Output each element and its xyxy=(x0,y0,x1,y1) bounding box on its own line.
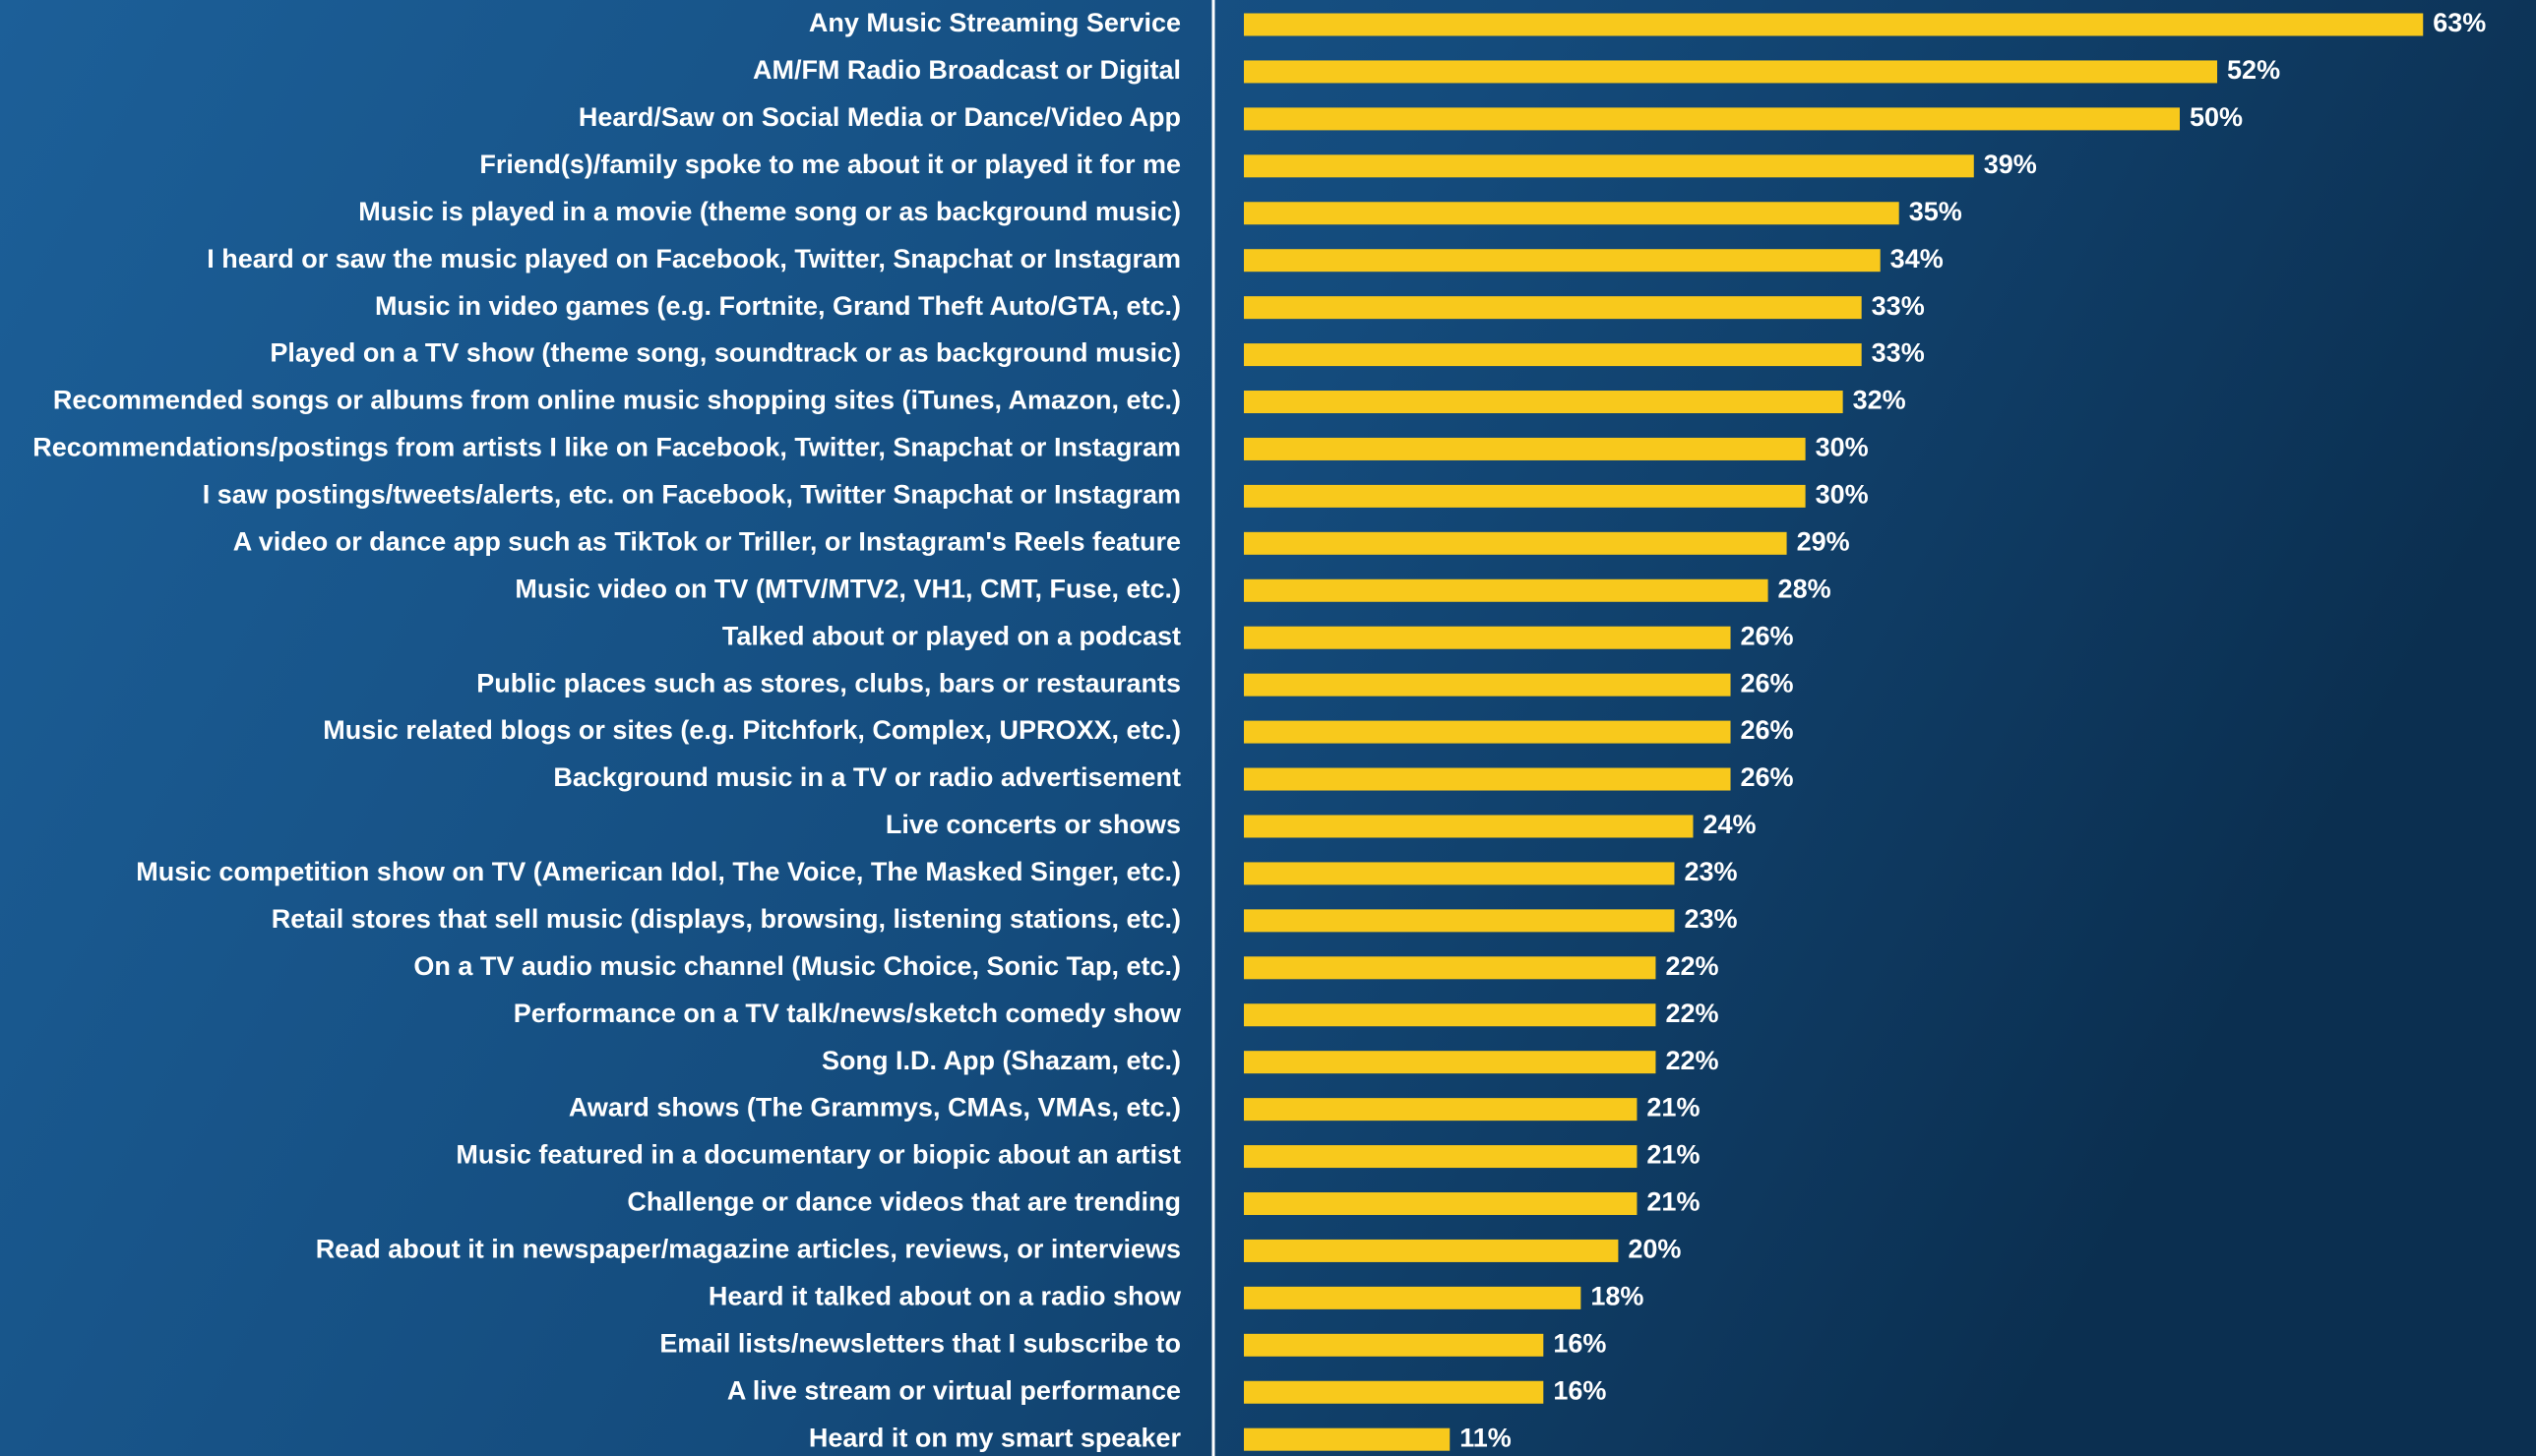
category-label: Email lists/newsletters that I subscribe… xyxy=(659,1328,1181,1358)
value-label: 11% xyxy=(1459,1423,1512,1452)
bar xyxy=(1244,1145,1637,1168)
category-label: I heard or saw the music played on Faceb… xyxy=(207,244,1181,273)
bar xyxy=(1244,1428,1450,1451)
bar xyxy=(1244,768,1731,791)
category-label: Music related blogs or sites (e.g. Pitch… xyxy=(323,715,1181,745)
category-label: Retail stores that sell music (displays,… xyxy=(272,904,1181,934)
bar xyxy=(1244,60,2217,83)
bar xyxy=(1244,815,1693,837)
bar xyxy=(1244,391,1843,413)
category-label: Played on a TV show (theme song, soundtr… xyxy=(270,338,1181,368)
value-label: 26% xyxy=(1741,668,1794,698)
value-label: 20% xyxy=(1628,1235,1681,1264)
category-label: Music video on TV (MTV/MTV2, VH1, CMT, F… xyxy=(515,574,1181,603)
category-label: I saw postings/tweets/alerts, etc. on Fa… xyxy=(203,480,1181,510)
category-label: Music featured in a documentary or biopi… xyxy=(456,1140,1181,1170)
value-label: 26% xyxy=(1741,762,1794,792)
bar xyxy=(1244,296,1862,319)
value-label: 16% xyxy=(1553,1328,1606,1358)
value-label: 39% xyxy=(1984,150,2037,179)
bar xyxy=(1244,1098,1637,1121)
bar xyxy=(1244,343,1862,366)
bar xyxy=(1244,14,2423,36)
value-label: 63% xyxy=(2433,8,2486,37)
bar xyxy=(1244,1287,1580,1309)
category-label: Music is played in a movie (theme song o… xyxy=(358,197,1181,226)
category-label: Song I.D. App (Shazam, etc.) xyxy=(822,1046,1181,1075)
value-label: 22% xyxy=(1665,1046,1718,1075)
bar xyxy=(1244,154,1974,177)
category-label: Recommended songs or albums from online … xyxy=(53,386,1181,415)
bar xyxy=(1244,627,1731,649)
category-label: Recommendations/postings from artists I … xyxy=(32,433,1181,462)
value-label: 32% xyxy=(1853,386,1906,415)
value-label: 30% xyxy=(1816,480,1869,510)
category-label: Friend(s)/family spoke to me about it or… xyxy=(479,150,1181,179)
bar xyxy=(1244,1192,1637,1215)
category-label: Talked about or played on a podcast xyxy=(722,621,1181,650)
category-label: Background music in a TV or radio advert… xyxy=(553,762,1181,792)
category-label: Any Music Streaming Service xyxy=(809,8,1181,37)
bar xyxy=(1244,1003,1655,1026)
category-label: Music competition show on TV (American I… xyxy=(136,857,1181,886)
bar xyxy=(1244,721,1731,744)
value-label: 28% xyxy=(1778,574,1831,603)
bar xyxy=(1244,1381,1543,1404)
value-label: 22% xyxy=(1665,999,1718,1028)
category-label: Heard/Saw on Social Media or Dance/Video… xyxy=(579,102,1181,132)
value-label: 24% xyxy=(1702,810,1756,839)
bar xyxy=(1244,532,1787,555)
value-label: 33% xyxy=(1872,291,1925,321)
bar xyxy=(1244,249,1881,272)
value-label: 29% xyxy=(1797,526,1850,556)
bar xyxy=(1244,107,2180,130)
bar xyxy=(1244,1051,1655,1073)
category-label: A video or dance app such as TikTok or T… xyxy=(233,526,1181,556)
category-label: AM/FM Radio Broadcast or Digital xyxy=(753,55,1181,85)
category-label: On a TV audio music channel (Music Choic… xyxy=(413,951,1181,981)
value-label: 52% xyxy=(2227,55,2280,85)
value-label: 18% xyxy=(1590,1282,1643,1311)
value-label: 21% xyxy=(1646,1187,1700,1217)
category-label: Music in video games (e.g. Fortnite, Gra… xyxy=(375,291,1181,321)
bar xyxy=(1244,674,1731,697)
value-label: 21% xyxy=(1646,1093,1700,1122)
category-label: A live stream or virtual performance xyxy=(727,1375,1181,1405)
bar xyxy=(1244,579,1768,602)
bar xyxy=(1244,909,1674,932)
category-label: Challenge or dance videos that are trend… xyxy=(627,1187,1181,1217)
value-label: 33% xyxy=(1872,338,1925,368)
bar xyxy=(1244,1240,1618,1262)
value-label: 26% xyxy=(1741,715,1794,745)
category-label: Public places such as stores, clubs, bar… xyxy=(476,668,1181,698)
bar xyxy=(1244,485,1806,508)
bar xyxy=(1244,202,1899,224)
category-label: Award shows (The Grammys, CMAs, VMAs, et… xyxy=(569,1093,1181,1122)
category-label: Heard it on my smart speaker xyxy=(809,1423,1182,1452)
category-label: Read about it in newspaper/magazine arti… xyxy=(316,1235,1181,1264)
category-label: Live concerts or shows xyxy=(886,810,1181,839)
value-label: 22% xyxy=(1665,951,1718,981)
bar xyxy=(1244,438,1806,460)
bar xyxy=(1244,1334,1543,1357)
value-label: 26% xyxy=(1741,621,1794,650)
value-label: 50% xyxy=(2190,102,2243,132)
value-label: 23% xyxy=(1684,904,1737,934)
value-label: 34% xyxy=(1890,244,1944,273)
category-label: Heard it talked about on a radio show xyxy=(709,1282,1182,1311)
bar xyxy=(1244,956,1655,979)
value-label: 16% xyxy=(1553,1375,1606,1405)
value-label: 35% xyxy=(1909,197,1962,226)
value-label: 21% xyxy=(1646,1140,1700,1170)
bar xyxy=(1244,862,1674,884)
category-label: Performance on a TV talk/news/sketch com… xyxy=(514,999,1182,1028)
chart: Any Music Streaming Service 63% AM/FM Radi… xyxy=(0,0,2536,1456)
value-label: 23% xyxy=(1684,857,1737,886)
value-label: 30% xyxy=(1816,433,1869,462)
page: {"chart_data": {"type": "hbar", "categor… xyxy=(0,0,2536,1456)
